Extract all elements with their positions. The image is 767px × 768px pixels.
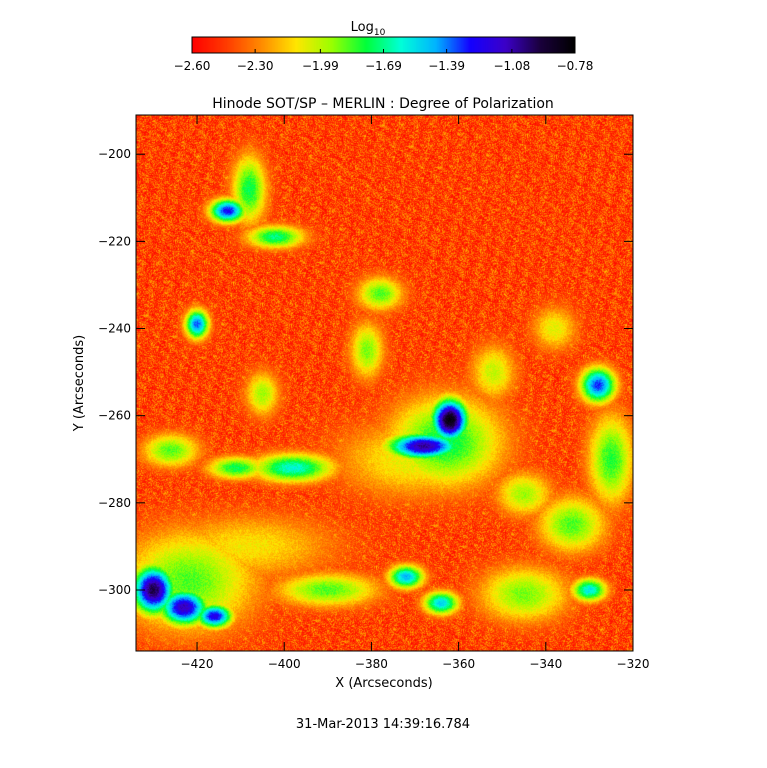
chart-title: Hinode SOT/SP – MERLIN : Degree of Polar…	[212, 96, 554, 112]
y-tick-label: −200	[98, 147, 131, 161]
y-tick-label: −240	[98, 322, 131, 336]
y-axis-ticks: −200 −220 −240 −260 −280 −300	[98, 147, 633, 597]
y-tick-label: −220	[98, 234, 131, 248]
colorbar-label: Log10	[351, 20, 386, 38]
x-tick-label: −400	[268, 657, 301, 671]
x-tick-label: −320	[617, 657, 650, 671]
x-tick-label: −340	[529, 657, 562, 671]
y-axis-label: Y (Arcseconds)	[72, 335, 87, 432]
y-tick-label: −260	[98, 409, 131, 423]
colorbar-tick-label: −1.08	[493, 59, 530, 73]
y-tick-label: −300	[98, 583, 131, 597]
y-tick-label: −280	[98, 496, 131, 510]
colorbar-tick-label: −2.60	[174, 59, 211, 73]
colorbar-tick-label: −1.39	[428, 59, 465, 73]
x-tick-label: −360	[442, 657, 475, 671]
colorbar-tick-label: −2.30	[237, 59, 274, 73]
x-tick-label: −380	[355, 657, 388, 671]
x-axis-ticks: −420 −400 −380 −360 −340 −320	[181, 115, 650, 671]
colorbar-tick-label: −0.78	[557, 59, 594, 73]
plot-area: −420 −400 −380 −360 −340 −320 −200 −220 −240 −26…	[98, 114, 650, 671]
colorbar: Log10 −2.60 −2.30 −1.99 −1.69 −1.39 −1.08 −0.7…	[174, 20, 594, 73]
plot-frame	[135, 114, 634, 652]
colorbar-tick-label: −1.99	[302, 59, 339, 73]
colorbar-image	[192, 37, 575, 53]
x-tick-label: −420	[181, 657, 214, 671]
polarization-heatmap	[136, 115, 633, 651]
footer-timestamp: 31-Mar-2013 14:39:16.784	[296, 717, 470, 732]
x-axis-label: X (Arcseconds)	[335, 676, 432, 691]
colorbar-ticks: −2.60 −2.30 −1.99 −1.69 −1.39 −1.08 −0.78	[174, 49, 594, 73]
colorbar-tick-label: −1.69	[365, 59, 402, 73]
